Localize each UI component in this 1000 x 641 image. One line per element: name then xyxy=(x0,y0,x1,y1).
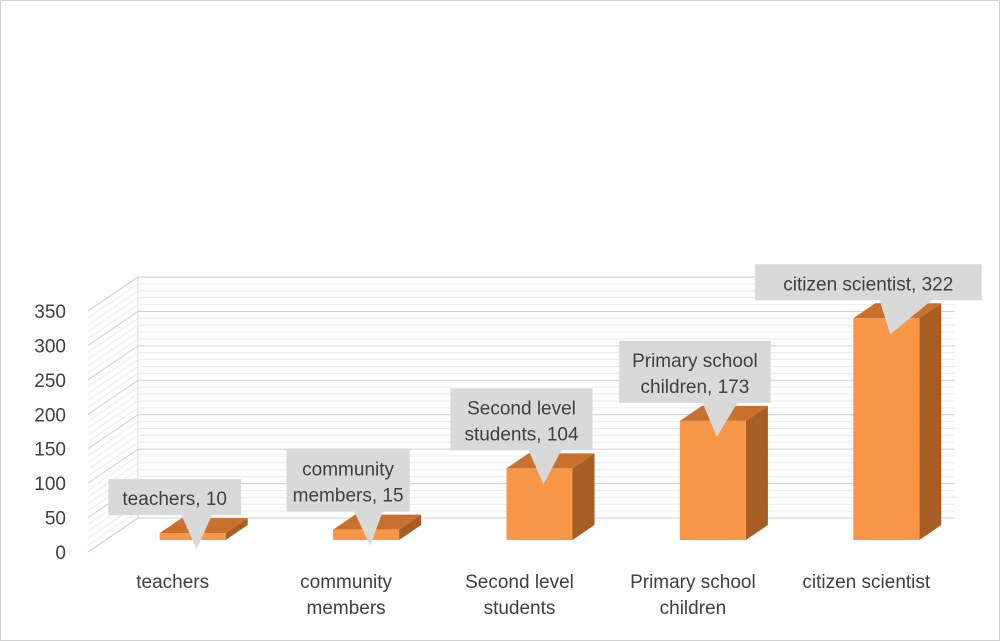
data-labels: teachers, 10 community members, 15 Second l… xyxy=(108,264,982,550)
data-label: community xyxy=(302,460,394,481)
minor-gridline xyxy=(87,324,955,360)
y-tick-label: 250 xyxy=(34,371,66,392)
minor-gridline xyxy=(87,304,955,339)
data-label: citizen scientist, 322 xyxy=(783,274,953,295)
data-label-callout xyxy=(754,264,982,335)
minor-gridline xyxy=(87,331,955,367)
y-axis: 0 50 100 150 200 250 300 350 xyxy=(34,302,66,564)
y-tick-label: 50 xyxy=(45,509,66,530)
y-tick-label: 100 xyxy=(34,474,66,495)
bar-side xyxy=(919,303,942,540)
bar-side xyxy=(572,453,595,540)
bars xyxy=(159,303,942,540)
bar-side xyxy=(745,405,768,540)
x-axis: teachers community members Second level stud… xyxy=(136,572,931,619)
x-tick-label: children xyxy=(660,598,727,619)
bar-side xyxy=(399,514,422,540)
x-tick-label: members xyxy=(307,598,386,619)
minor-gridline xyxy=(87,283,955,319)
major-gridline xyxy=(87,276,955,312)
minor-gridline xyxy=(87,297,955,333)
x-tick-label: Second level xyxy=(465,572,574,593)
major-gridline xyxy=(87,414,955,450)
bar-side xyxy=(225,518,248,540)
x-tick-label: teachers xyxy=(136,572,209,593)
bar xyxy=(853,318,920,540)
data-label: Second level xyxy=(467,398,576,419)
minor-gridline xyxy=(87,317,955,353)
data-label: students, 104 xyxy=(464,424,579,445)
y-tick-label: 200 xyxy=(34,405,66,426)
y-tick-label: 300 xyxy=(34,336,66,357)
minor-gridline xyxy=(87,338,955,374)
y-tick-label: 350 xyxy=(34,302,66,323)
data-label: members, 15 xyxy=(293,486,404,507)
x-tick-label: community xyxy=(300,572,392,593)
x-tick-label: citizen scientist xyxy=(802,572,930,593)
major-gridline xyxy=(87,310,955,346)
data-label-callout xyxy=(450,388,593,485)
bar xyxy=(506,468,573,540)
y-tick-label: 150 xyxy=(34,440,66,461)
y-tick-label: 0 xyxy=(55,543,66,564)
minor-gridline xyxy=(87,407,955,443)
data-label-callout xyxy=(619,340,771,437)
bar xyxy=(679,420,746,540)
minor-gridline xyxy=(87,290,955,326)
data-label-callout xyxy=(108,479,242,550)
data-label-callout xyxy=(286,449,410,546)
x-tick-label: students xyxy=(484,598,556,619)
data-label: Primary school xyxy=(632,351,758,372)
data-label: teachers, 10 xyxy=(122,489,227,510)
x-tick-label: Primary school xyxy=(630,572,756,593)
data-label: children, 173 xyxy=(641,377,750,398)
